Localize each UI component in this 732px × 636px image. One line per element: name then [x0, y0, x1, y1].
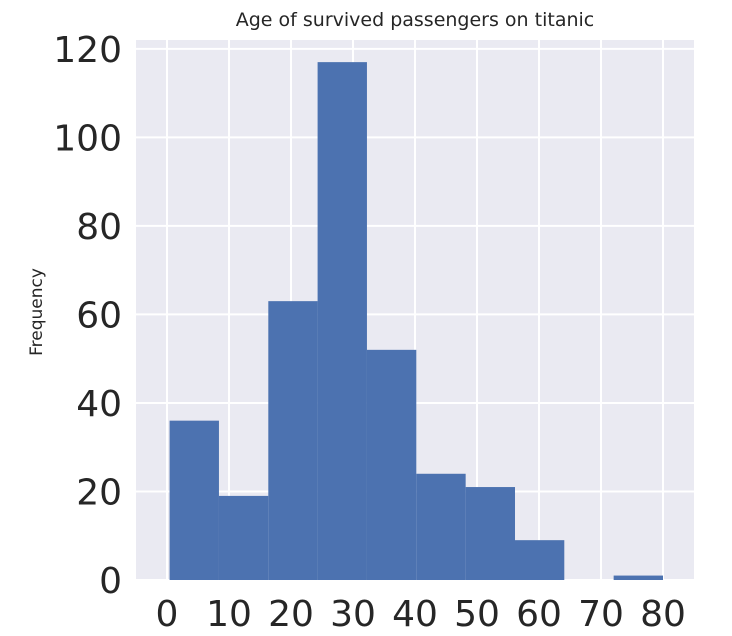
- y-tick-label: 20: [76, 472, 122, 513]
- x-tick-label: 0: [156, 594, 179, 635]
- y-tick-label: 80: [76, 207, 122, 248]
- x-tick-labels: 0 10 20 30 40 50 60 70 80: [156, 594, 686, 635]
- histogram-bar: [169, 420, 219, 580]
- histogram-bar: [613, 575, 663, 580]
- histogram-bar: [465, 487, 516, 580]
- x-tick-label: 40: [392, 594, 438, 635]
- x-tick-label: 10: [206, 594, 252, 635]
- chart-title: Age of survived passengers on titanic: [236, 9, 594, 31]
- y-tick-labels: 0 20 40 60 80 100 120: [53, 30, 122, 602]
- x-tick-label: 50: [454, 594, 500, 635]
- histogram-bar: [317, 62, 367, 580]
- y-tick-label: 100: [53, 118, 122, 159]
- histogram-bar: [218, 495, 269, 580]
- histogram-bar: [268, 301, 318, 580]
- bars: [169, 62, 663, 580]
- x-tick-label: 70: [578, 594, 624, 635]
- x-tick-label: 80: [640, 594, 686, 635]
- histogram-bar: [366, 349, 417, 580]
- x-tick-label: 20: [268, 594, 314, 635]
- histogram-bar: [416, 473, 466, 580]
- y-tick-label: 40: [76, 384, 122, 425]
- y-tick-label: 60: [76, 295, 122, 336]
- y-axis-label: Frequency: [27, 268, 47, 356]
- x-tick-label: 30: [330, 594, 376, 635]
- y-tick-label: 0: [99, 561, 122, 602]
- y-tick-label: 120: [53, 30, 122, 71]
- x-tick-label: 60: [516, 594, 562, 635]
- histogram-bar: [515, 540, 565, 580]
